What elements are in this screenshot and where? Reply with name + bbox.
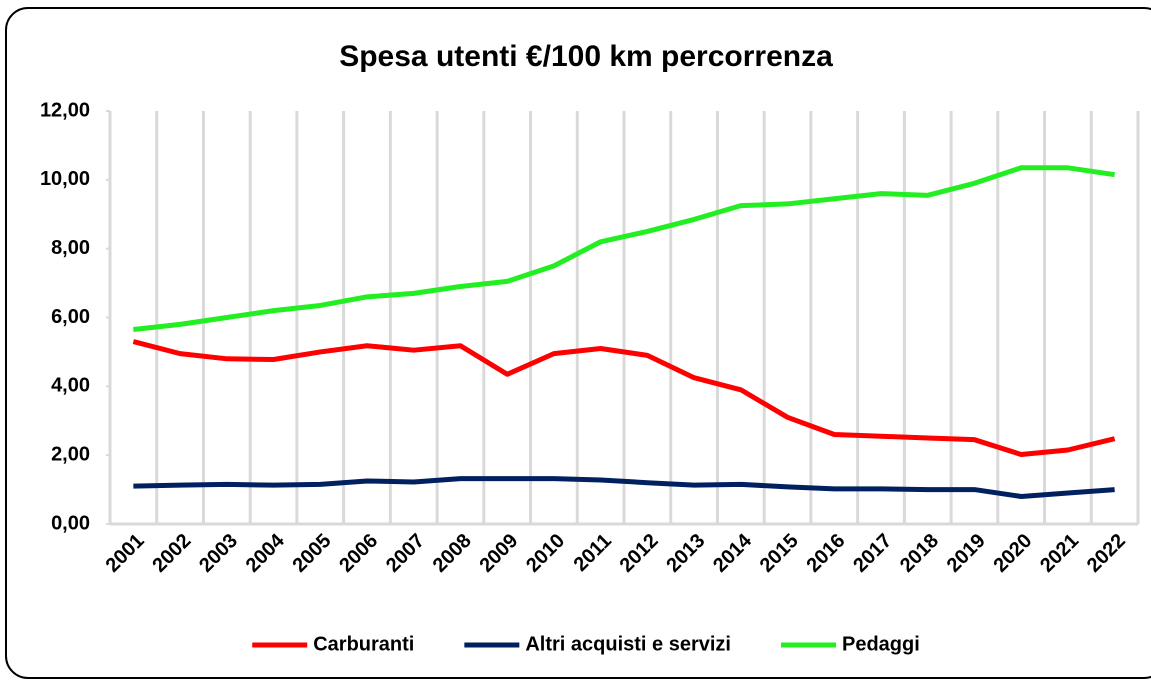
legend-label: Altri acquisti e servizi (525, 633, 731, 655)
y-tick-label: 0,00 (51, 512, 90, 534)
series-line (133, 476, 1115, 499)
legend-label: Pedaggi (842, 633, 920, 655)
series-line (133, 165, 1116, 333)
y-tick-label: 12,00 (40, 99, 90, 121)
series-line (132, 339, 1116, 457)
y-tick-label: 10,00 (40, 168, 90, 190)
y-tick-label: 6,00 (51, 306, 90, 328)
y-tick-label: 2,00 (51, 443, 90, 465)
y-tick-label: 4,00 (51, 375, 90, 397)
chart-title: Spesa utenti €/100 km percorrenza (339, 40, 833, 73)
y-tick-label: 8,00 (51, 237, 90, 259)
legend-label: Carburanti (313, 633, 414, 655)
